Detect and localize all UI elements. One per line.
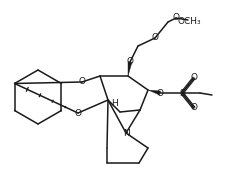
Polygon shape (148, 90, 161, 95)
Text: O: O (79, 77, 85, 86)
Text: O: O (191, 104, 198, 112)
Polygon shape (128, 62, 132, 76)
Text: S: S (179, 89, 185, 98)
Text: O: O (151, 33, 159, 42)
Text: O: O (156, 89, 164, 98)
Text: OCH₃: OCH₃ (178, 17, 202, 27)
Text: N: N (123, 129, 129, 137)
Text: O: O (191, 74, 198, 83)
Text: H: H (112, 99, 118, 108)
Text: O: O (127, 58, 134, 67)
Text: O: O (173, 14, 179, 23)
Text: O: O (75, 108, 81, 118)
